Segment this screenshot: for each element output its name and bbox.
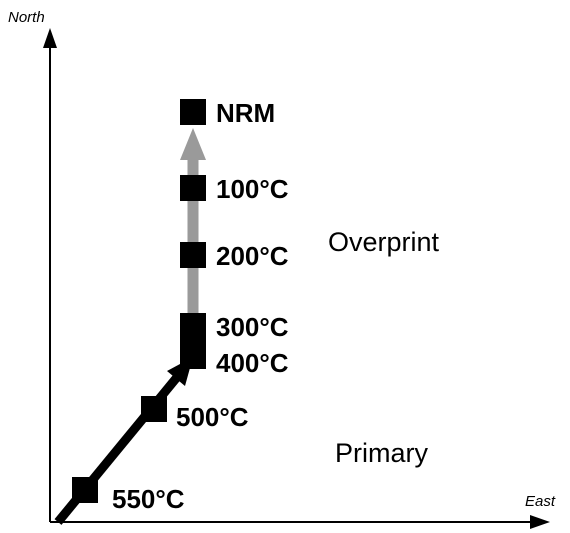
step-marker-550c	[72, 477, 98, 503]
step-label-nrm: NRM	[216, 98, 275, 128]
east-axis-arrowhead	[530, 515, 550, 529]
step-label-550c: 550°C	[112, 484, 185, 514]
step-marker-300c-400c	[180, 313, 206, 369]
step-label-400c: 400°C	[216, 348, 289, 378]
north-axis-arrowhead	[43, 28, 57, 48]
step-marker-200c	[180, 242, 206, 268]
step-marker-nrm	[180, 99, 206, 125]
overprint-label: Overprint	[328, 227, 440, 257]
step-label-100c: 100°C	[216, 174, 289, 204]
step-marker-100c	[180, 175, 206, 201]
step-marker-500c	[141, 396, 167, 422]
overprint-vector-arrowhead	[180, 128, 206, 160]
step-label-200c: 200°C	[216, 241, 289, 271]
primary-label: Primary	[335, 438, 428, 468]
step-label-300c: 300°C	[216, 312, 289, 342]
step-label-500c: 500°C	[176, 402, 249, 432]
north-axis-label: North	[8, 9, 45, 26]
east-axis-label: East	[525, 493, 556, 510]
